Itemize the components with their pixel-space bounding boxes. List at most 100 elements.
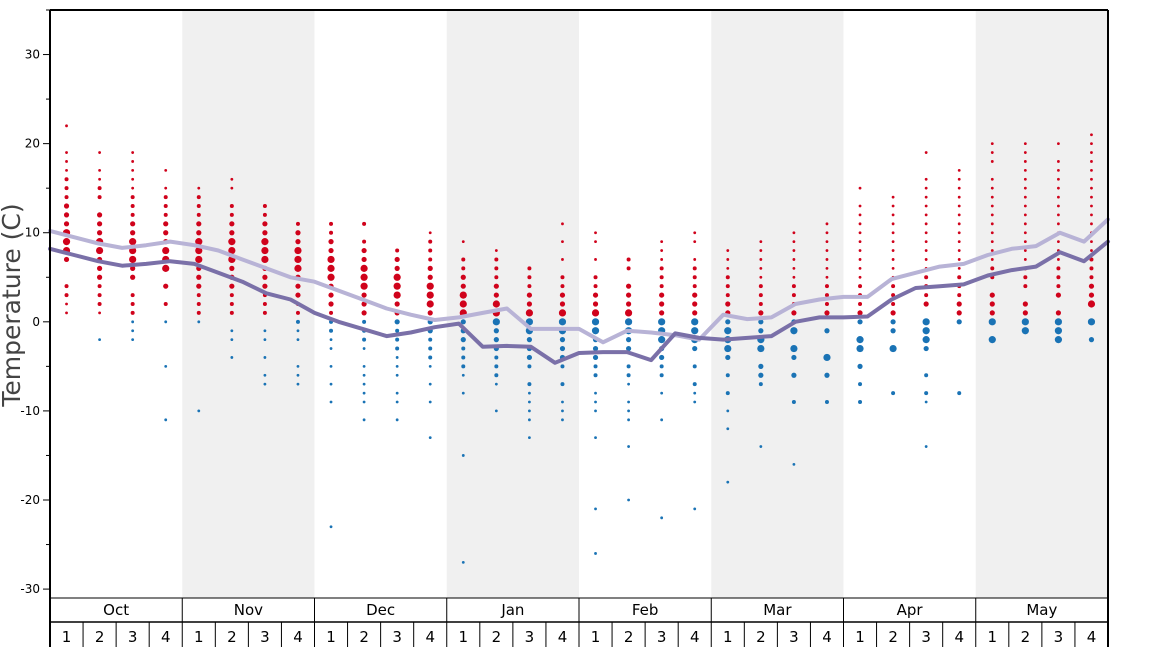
temperature-dot xyxy=(658,318,666,326)
temperature-dot xyxy=(230,329,234,333)
temperature-dot xyxy=(924,293,929,298)
week-label: 1 xyxy=(855,628,865,646)
temperature-dot xyxy=(726,266,730,270)
y-tick-label: 10 xyxy=(25,226,40,240)
temperature-dot xyxy=(1090,249,1093,252)
temperature-dot xyxy=(460,337,466,343)
temperature-dot xyxy=(262,302,267,306)
temperature-dot xyxy=(757,344,765,353)
temperature-dot xyxy=(924,258,928,261)
temperature-dot xyxy=(527,382,532,387)
temperature-dot xyxy=(725,373,730,378)
temperature-dot xyxy=(461,560,465,564)
temperature-dot xyxy=(725,275,730,280)
temperature-dot xyxy=(627,400,630,404)
temperature-dot xyxy=(130,230,136,236)
temperature-dot xyxy=(824,310,830,316)
temperature-dot xyxy=(261,246,269,255)
temperature-dot xyxy=(726,480,730,484)
temperature-dot xyxy=(957,391,962,396)
temperature-dot xyxy=(527,284,532,289)
temperature-dot xyxy=(858,258,862,261)
week-label: 3 xyxy=(921,628,931,646)
temperature-dot xyxy=(858,266,862,270)
temperature-dot xyxy=(461,257,466,262)
y-axis: -30 -20 -10 0 10 20 30 xyxy=(20,9,1109,647)
temperature-dot xyxy=(295,292,301,298)
temperature-dot xyxy=(990,186,994,190)
temperature-dot xyxy=(1057,204,1060,208)
temperature-dot xyxy=(1023,222,1027,226)
temperature-dot xyxy=(195,255,203,264)
month-label: Mar xyxy=(763,601,792,619)
temperature-dot xyxy=(395,364,399,368)
temperature-dot xyxy=(1054,327,1063,335)
temperature-dot xyxy=(327,255,335,264)
temperature-dot xyxy=(692,275,697,280)
week-label: 4 xyxy=(293,628,303,646)
temperature-dot xyxy=(824,302,829,306)
temperature-dot xyxy=(1057,168,1060,172)
temperature-dot xyxy=(1056,284,1061,289)
temperature-dot xyxy=(957,186,961,190)
temperature-dot xyxy=(1023,249,1027,252)
temperature-dot xyxy=(528,436,531,440)
temperature-dot xyxy=(262,212,267,217)
month-label: Jan xyxy=(500,601,524,619)
temperature-dot xyxy=(164,418,168,422)
temperature-dot xyxy=(130,274,136,280)
temperature-dot xyxy=(626,257,631,262)
temperature-dot xyxy=(1023,177,1027,181)
temperature-dot xyxy=(858,249,862,252)
temperature-dot xyxy=(1090,204,1093,208)
temperature-dot xyxy=(627,382,630,386)
temperature-dot xyxy=(990,195,994,199)
temperature-dot xyxy=(494,275,499,280)
temperature-dot xyxy=(528,409,531,413)
temperature-dot xyxy=(1090,160,1093,163)
temperature-dot xyxy=(594,231,597,235)
temperature-dot xyxy=(395,400,399,404)
temperature-dot xyxy=(791,293,796,298)
temperature-dot xyxy=(957,204,961,208)
temperature-dot xyxy=(527,364,532,369)
temperature-dot xyxy=(693,391,697,395)
week-label: 4 xyxy=(954,628,964,646)
temperature-dot xyxy=(163,283,169,289)
temperature-dot xyxy=(361,310,367,316)
temperature-dot xyxy=(891,213,895,217)
temperature-dot xyxy=(692,382,697,387)
temperature-dot xyxy=(329,525,333,529)
week-label: 1 xyxy=(988,628,998,646)
temperature-dot xyxy=(1056,275,1061,280)
temperature-dot xyxy=(361,301,367,307)
temperature-dot xyxy=(957,195,961,199)
temperature-dot xyxy=(329,347,333,350)
temperature-dot xyxy=(593,364,598,369)
temperature-dot xyxy=(296,329,300,333)
temperature-dot xyxy=(461,355,466,360)
temperature-dot xyxy=(594,409,597,413)
temperature-dot xyxy=(858,240,862,244)
week-label: 2 xyxy=(227,628,237,646)
temperature-dot xyxy=(560,275,565,280)
temperature-dot xyxy=(691,318,699,326)
temperature-dot xyxy=(626,364,631,369)
temperature-dot xyxy=(1023,213,1027,217)
temperature-dot xyxy=(858,213,862,217)
temperature-dot xyxy=(196,212,201,217)
week-label: 2 xyxy=(95,628,105,646)
temperature-dot xyxy=(594,507,597,511)
temperature-dot xyxy=(923,345,929,352)
temperature-dot xyxy=(461,454,465,457)
temperature-dot xyxy=(990,266,995,271)
temperature-dot xyxy=(164,186,168,190)
month-label: May xyxy=(1026,601,1057,619)
y-tick-label: 30 xyxy=(25,48,40,62)
temperature-dot xyxy=(1022,301,1028,307)
temperature-dot xyxy=(426,282,434,290)
temperature-dot xyxy=(494,355,499,360)
temperature-dot xyxy=(395,373,399,377)
temperature-dot xyxy=(891,195,895,199)
temperature-dot xyxy=(561,258,564,261)
